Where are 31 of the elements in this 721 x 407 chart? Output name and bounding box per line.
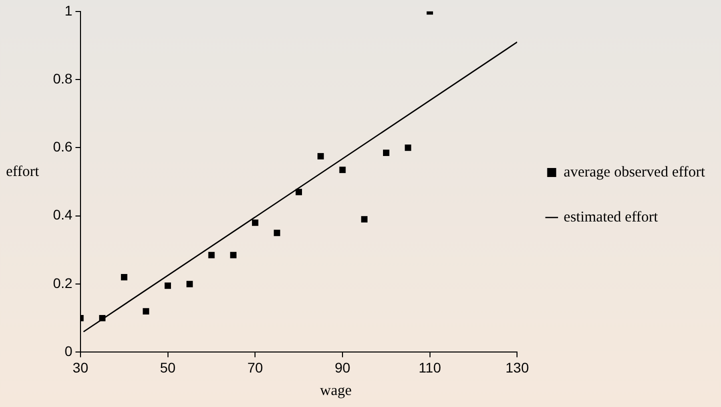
- point: [274, 230, 280, 236]
- point: [164, 282, 171, 289]
- point: [208, 252, 215, 258]
- y-tick-label: 0.4: [52, 206, 73, 223]
- point: [361, 216, 368, 222]
- point: [186, 280, 193, 288]
- x-tick-label: 130: [506, 359, 530, 376]
- point: [99, 314, 106, 322]
- x-tick-label: 110: [418, 359, 442, 376]
- point: [142, 308, 150, 314]
- point: [252, 220, 258, 226]
- x-tick-label: 90: [334, 359, 350, 376]
- point: [120, 274, 128, 280]
- legend-label: estimated effort: [564, 209, 659, 226]
- x-tick-label: 70: [247, 359, 264, 376]
- y-tick-label: 0: [64, 343, 73, 360]
- point: [404, 144, 412, 151]
- y-tick-label: 1: [64, 2, 73, 18]
- y-tick-label: 0.8: [52, 70, 73, 86]
- legend-label: average observed effort: [564, 164, 706, 180]
- y-tick-label: 0.2: [52, 274, 73, 291]
- point: [339, 166, 346, 174]
- y-tick-label: 0.6: [52, 138, 73, 155]
- x-axis-title: wage: [320, 383, 352, 400]
- point: [296, 188, 302, 196]
- x-tick-label: 50: [160, 359, 176, 376]
- y-axis-title: effort: [6, 164, 40, 181]
- point: [382, 150, 390, 156]
- point: [230, 252, 236, 258]
- point: [317, 153, 324, 160]
- x-tick-label: 30: [72, 359, 88, 376]
